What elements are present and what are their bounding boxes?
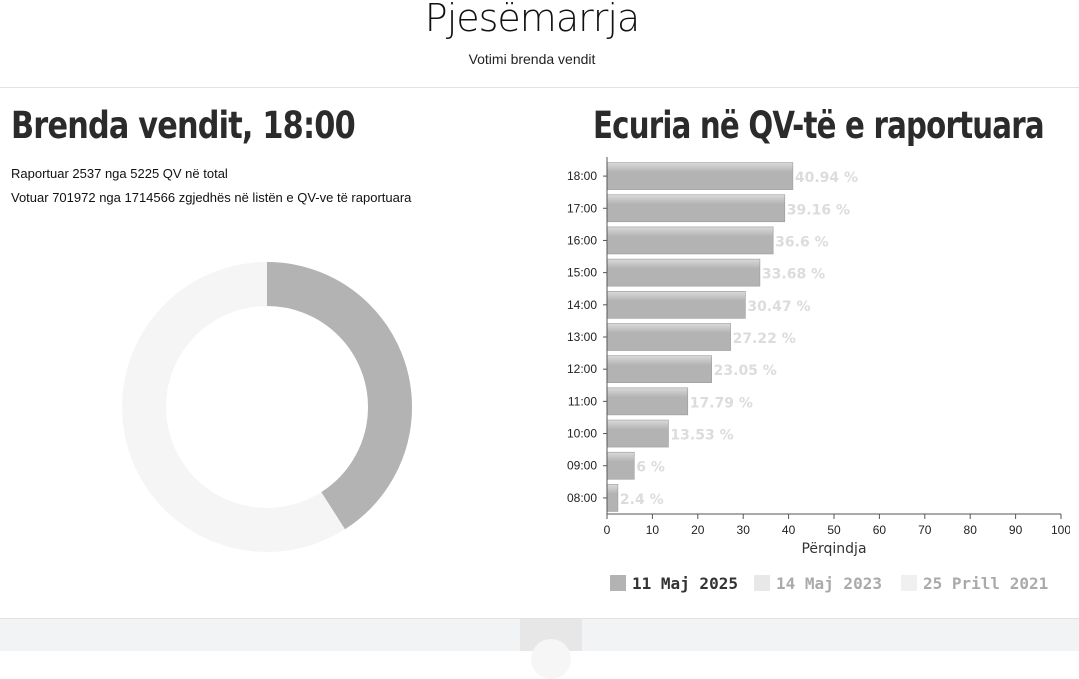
x-tick-label: 40 [782, 523, 796, 537]
y-tick-label: 10:00 [567, 427, 597, 441]
bar-1400 [606, 291, 746, 319]
page-header: Pjesëmarrja Votimi brenda vendit [0, 0, 1079, 88]
data-label: 33.68 % [762, 267, 825, 283]
x-tick-label: 20 [691, 523, 705, 537]
x-tick-label: 100 [1051, 523, 1070, 537]
data-label: 30.47 % [747, 299, 810, 315]
y-tick-label: 14:00 [567, 298, 597, 312]
bar-1000 [606, 419, 669, 448]
legend-swatch[interactable] [754, 575, 770, 591]
legend-swatch[interactable] [901, 575, 917, 591]
data-label: 23.05 % [714, 363, 777, 379]
bar-1500 [606, 258, 761, 287]
data-label: 39.16 % [787, 202, 850, 218]
bar-1200 [606, 355, 712, 383]
y-tick-label: 18:00 [567, 169, 597, 183]
bar-0900 [606, 451, 635, 480]
legend-swatch[interactable] [610, 575, 626, 591]
progress-heading: Ecuria në QV-të e raportuara [593, 104, 1045, 147]
data-label: 6 % [636, 460, 665, 476]
data-label: 40.94 % [795, 170, 858, 186]
y-tick-label: 11:00 [568, 394, 597, 408]
x-tick-label: 10 [646, 523, 660, 537]
y-tick-label: 08:00 [567, 491, 597, 505]
data-label: 36.6 % [775, 234, 828, 250]
bar-1300 [606, 323, 731, 351]
y-tick-label: 09:00 [567, 459, 597, 473]
bar-1700 [606, 194, 786, 223]
reported-stations-text: Raportuar 2537 nga 5225 QV në total [11, 166, 228, 181]
data-label: 13.53 % [670, 428, 733, 444]
page-title: Pjesëmarrja [424, 0, 640, 40]
bar-0800 [606, 484, 619, 512]
y-tick-label: 12:00 [567, 362, 597, 376]
legend-item-label[interactable]: 25 Prill 2021 [923, 574, 1048, 593]
x-tick-label: 90 [1009, 523, 1023, 537]
hourly-turnout-bar-chart: 18:00 40.94 % 17:00 39.16 % 16:00 36.6 % 15:00… [567, 157, 1070, 593]
x-tick-label: 80 [964, 523, 978, 537]
x-axis-title: Përqindja [801, 541, 866, 557]
data-label: 2.4 % [620, 492, 664, 508]
x-tick-label: 50 [827, 523, 841, 537]
data-label: 17.79 % [690, 395, 753, 411]
x-tick-label: 0 [604, 523, 611, 537]
x-tick-label: 60 [873, 523, 887, 537]
legend-item-label[interactable]: 14 Maj 2023 [776, 574, 882, 593]
footer-tab[interactable] [520, 619, 582, 679]
y-tick-label: 15:00 [567, 266, 597, 280]
y-tick-label: 16:00 [567, 233, 597, 247]
bar-1600 [606, 226, 774, 255]
x-tick-label: 70 [918, 523, 932, 537]
x-tick-label: 30 [737, 523, 751, 537]
y-tick-label: 17:00 [567, 201, 597, 215]
y-tick-label: 13:00 [567, 330, 597, 344]
turnout-donut-chart [122, 262, 412, 552]
legend-item-label[interactable]: 11 Maj 2025 [632, 574, 738, 593]
footer-circle-icon [531, 639, 571, 679]
donut-turnout-arc [122, 262, 412, 552]
data-label: 27.22 % [733, 331, 796, 347]
turnout-heading: Brenda vendit, 18:00 [11, 104, 356, 147]
footer-bar [0, 618, 1079, 679]
bar-1100 [606, 387, 689, 416]
voted-count-text: Votuar 701972 nga 1714566 zgjedhës në li… [11, 190, 412, 205]
bar-1800 [606, 162, 794, 190]
page-subtitle: Votimi brenda vendit [468, 51, 596, 67]
